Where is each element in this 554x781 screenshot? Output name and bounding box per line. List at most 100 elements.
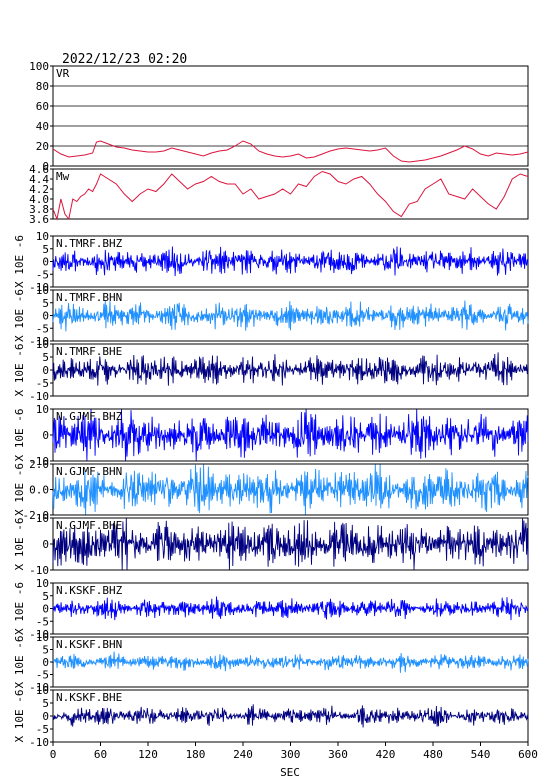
y-tick-label: -10 xyxy=(29,628,49,641)
trace-gjm-bhe xyxy=(52,518,529,570)
y-tick-label: -10 xyxy=(29,281,49,294)
y-tick-label: 0 xyxy=(42,364,49,377)
y-tick-label: 10 xyxy=(36,230,49,243)
y-tick-label: -2.0 xyxy=(23,509,50,522)
y-tick-label: -5 xyxy=(36,669,49,682)
y-tick-label: 5 xyxy=(42,697,49,710)
y-tick-label: -10 xyxy=(29,390,49,403)
y-tick-label: 10 xyxy=(36,284,49,297)
panel-label: N.KSKF.BHE xyxy=(56,691,122,704)
trace-vr xyxy=(52,140,529,163)
y-tick-label: -10 xyxy=(29,681,49,694)
y-tick-label: 5 xyxy=(42,644,49,657)
y-tick-label: 4.0 xyxy=(29,193,49,206)
y-tick-label: 10 xyxy=(36,631,49,644)
x-tick-label: 240 xyxy=(233,748,253,761)
panel-gjm-bhe: -10 0 10 N.GJMF.BHE X 10E -6 xyxy=(13,512,529,577)
y-tick-label: -5 xyxy=(36,723,49,736)
y-tick-label: 5 xyxy=(42,297,49,310)
panel-label: VR xyxy=(56,67,70,80)
x-tick-label: 420 xyxy=(376,748,396,761)
trace-mw xyxy=(52,170,529,221)
x-tick-label: 540 xyxy=(471,748,491,761)
panel-frame xyxy=(52,65,529,167)
trace-ksk-bhz xyxy=(52,596,529,621)
x-tick-label: 0 xyxy=(50,748,57,761)
y-tick-label: -5 xyxy=(36,615,49,628)
y-tick-label: 5 xyxy=(42,590,49,603)
x-tick-label: 480 xyxy=(423,748,443,761)
y-tick-label: -5 xyxy=(36,377,49,390)
y-tick-label: -10 xyxy=(29,335,49,348)
y-tick-label: 0 xyxy=(42,603,49,616)
y-tick-label: 100 xyxy=(29,60,49,73)
trace-tmr-bhn xyxy=(52,300,529,332)
y-tick-label: 4.2 xyxy=(29,183,49,196)
trace-ksk-bhn xyxy=(52,651,529,673)
panel-gjm-bhz: -10 0 10 N.GJMF.BHZ X 10E -6 xyxy=(13,403,529,468)
trace-tmr-bhz xyxy=(52,246,529,277)
y-tick-label: 3.6 xyxy=(29,213,49,226)
y-tick-label: 5 xyxy=(42,243,49,256)
panel-mw: 3.63.84.04.24.44.6 Mw xyxy=(29,163,529,226)
y-tick-label: 0 xyxy=(42,256,49,269)
y-axis-unit-label: X 10E -6 xyxy=(13,636,26,689)
y-tick-label: 0 xyxy=(42,160,49,173)
x-tick-label: 60 xyxy=(94,748,107,761)
y-tick-label: -10 xyxy=(29,564,49,577)
trace-gjm-bhn xyxy=(52,464,529,515)
y-tick-label: 10 xyxy=(36,684,49,697)
x-axis-label: SEC xyxy=(280,766,300,779)
panel-label: N.TMRF.BHN xyxy=(56,291,122,304)
x-axis: 0 60 120 180 240 300 360 420 480 540 600 xyxy=(50,742,538,761)
panel-frame xyxy=(52,168,529,220)
y-tick-label: -5 xyxy=(36,268,49,281)
header-datetime: 2022/12/23 02:20 xyxy=(62,52,187,67)
panel-label: N.KSKF.BHZ xyxy=(56,584,123,597)
y-tick-label: -10 xyxy=(29,736,49,749)
y-axis-unit-label: X 10E -6 xyxy=(13,582,26,635)
x-tick-label: 120 xyxy=(138,748,158,761)
y-tick-label: 20 xyxy=(36,140,49,153)
y-axis-unit-label: X 10E -6 xyxy=(13,289,26,342)
y-tick-label: 0 xyxy=(42,429,49,442)
panel-label: Mw xyxy=(56,170,70,183)
y-tick-label: 80 xyxy=(36,80,49,93)
y-tick-label: 0 xyxy=(42,538,49,551)
y-axis-unit-label: X 10E -6 xyxy=(13,409,26,462)
y-tick-label: 0.0 xyxy=(29,484,49,497)
panel-gjm-bhn: -2.0 0.0 2.0 N.GJMF.BHN X 10E -6 xyxy=(13,458,529,522)
x-tick-label: 360 xyxy=(328,748,348,761)
y-tick-label: 0 xyxy=(42,710,49,723)
y-tick-label: 2.0 xyxy=(29,458,49,471)
x-tick-label: 600 xyxy=(518,748,538,761)
trace-tmr-bhe xyxy=(52,352,529,386)
y-tick-label: 10 xyxy=(36,403,49,416)
y-axis-unit-label: X 10E -6 xyxy=(13,690,26,743)
trace-gjm-bhz xyxy=(52,409,529,461)
y-axis-unit-label: X 10E -6 xyxy=(13,344,26,397)
chart-panels: 020406080100VR3.63.84.04.24.44.6Mw-10-50… xyxy=(13,60,529,749)
y-tick-label: 5 xyxy=(42,351,49,364)
panel-label: N.GJMF.BHZ xyxy=(56,410,123,423)
panel-label: N.GJMF.BHN xyxy=(56,465,122,478)
y-tick-label: 10 xyxy=(36,512,49,525)
y-tick-label: 10 xyxy=(36,577,49,590)
y-tick-label: 4.6 xyxy=(29,163,49,176)
x-tick-label: 300 xyxy=(281,748,301,761)
y-tick-label: 10 xyxy=(36,338,49,351)
panel-vr: 0 20 40 60 80 100 VR xyxy=(29,60,529,173)
trace-ksk-bhe xyxy=(52,704,529,728)
y-tick-label: -5 xyxy=(36,322,49,335)
panel-label: N.KSKF.BHN xyxy=(56,638,122,651)
panel-label: N.TMRF.BHZ xyxy=(56,237,123,250)
y-tick-label: 0 xyxy=(42,310,49,323)
y-tick-label: 4.4 xyxy=(29,173,49,186)
x-tick-label: 180 xyxy=(186,748,206,761)
